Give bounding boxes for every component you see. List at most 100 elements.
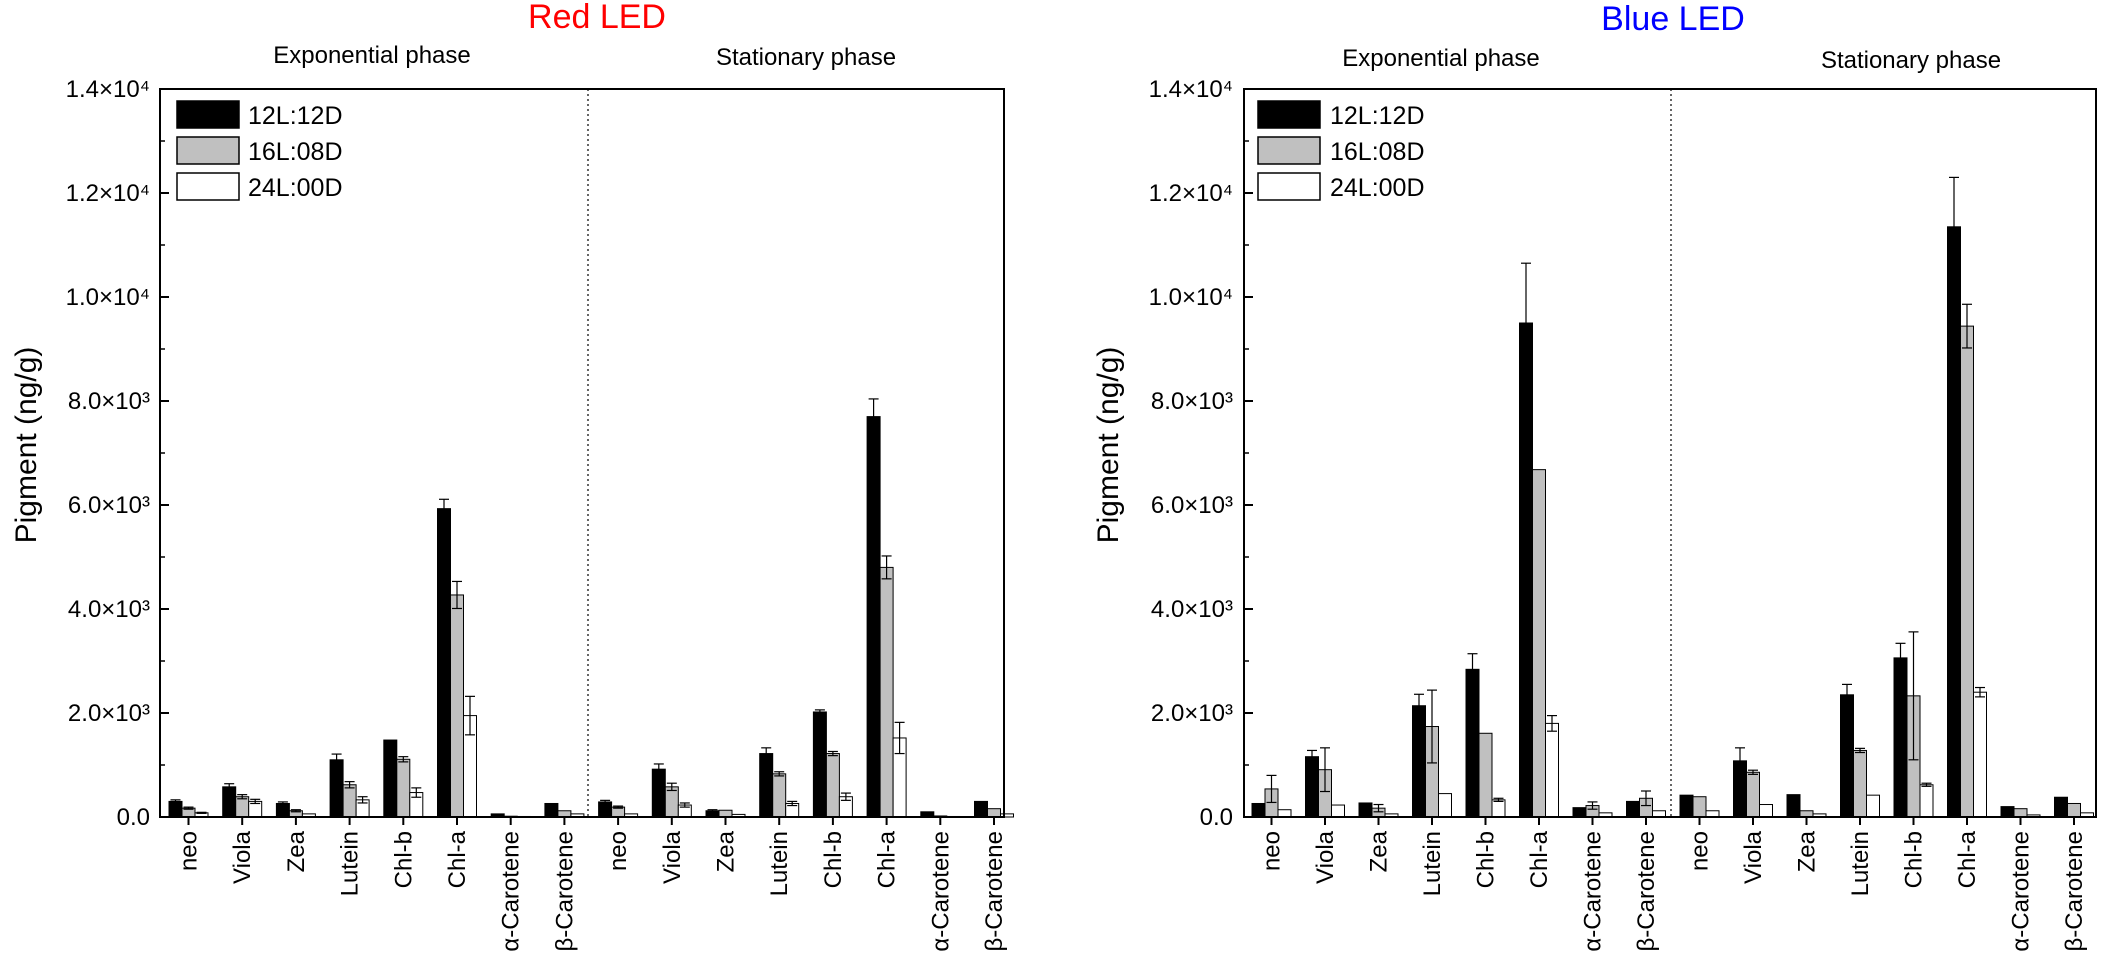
bar-24L:00D (1000, 813, 1014, 818)
bar-24L:00D (1545, 722, 1559, 818)
bar-24L:00D (1866, 794, 1880, 818)
x-tick-label: Chl-a (444, 830, 471, 888)
plot-frame (159, 88, 1005, 818)
bars-group (1251, 176, 2094, 818)
bar-24L:00D (1759, 804, 1773, 818)
bar-12L:12D (812, 711, 827, 818)
x-tick-label: neo (1259, 831, 1286, 871)
bar-16L:08D (1853, 749, 1867, 818)
y-tick-label: 1.0×10⁴ (1149, 284, 1233, 311)
bar-12L:12D (1572, 807, 1587, 818)
x-tick-label: Viola (1312, 830, 1339, 884)
bar-24L:00D (1491, 799, 1506, 818)
bar-16L:08D (825, 753, 840, 818)
bar-16L:08D (987, 808, 1001, 818)
bar-12L:12D (2000, 806, 2015, 818)
legend-swatch (176, 136, 240, 165)
legend: 12L:12D 16L:08D 24L:00D (1257, 100, 1425, 202)
x-tick-label: β-Carotene (981, 831, 1008, 952)
bar-12L:12D (974, 800, 988, 818)
x-tick-label: Zea (1366, 830, 1393, 872)
legend-label: 12L:12D (1330, 102, 1425, 130)
bar-12L:12D (1786, 794, 1801, 818)
bar-16L:08D (664, 786, 679, 818)
x-tick-label: Chl-b (1901, 831, 1928, 888)
bar-16L:08D (235, 796, 250, 818)
y-axis: 0.0 2.0×10³ 4.0×10³ 6.0×10³ 8.0×10³ 1.0×10⁴ 1.… (1149, 76, 1253, 831)
y-tick-label: 4.0×10³ (68, 596, 150, 623)
legend-swatch (1257, 100, 1321, 129)
x-tick-label: Chl-a (874, 830, 901, 888)
bar-12L:12D (759, 753, 774, 818)
x-tick-label: Viola (659, 830, 686, 884)
bar-12L:12D (329, 759, 344, 818)
y-tick-label: 6.0×10³ (1151, 492, 1233, 519)
bar-12L:12D (2054, 796, 2068, 818)
x-tick-label: β-Carotene (1633, 831, 1660, 952)
x-tick-label: Viola (1740, 830, 1767, 884)
bar-24L:00D (1919, 784, 1934, 818)
bar-16L:08D (1692, 796, 1707, 818)
y-axis-label: Pigment (ng/g) (10, 347, 43, 544)
bar-12L:12D (1251, 802, 1266, 818)
y-tick-label: 1.2×10⁴ (66, 180, 150, 207)
legend-label: 16L:08D (1330, 138, 1425, 166)
x-tick-label: Lutein (337, 831, 364, 896)
bar-16L:08D (1478, 732, 1493, 818)
x-tick-label: β-Carotene (551, 831, 578, 952)
y-axis: 0.0 2.0×10³ 4.0×10³ 6.0×10³ 8.0×10³ 1.0×10⁴ 1.… (66, 76, 169, 831)
x-tick-label: Lutein (1847, 831, 1874, 896)
legend: 12L:12D 16L:08D 24L:00D (176, 100, 343, 202)
legend-swatch (1257, 172, 1321, 201)
x-tick-label: Zea (713, 830, 740, 872)
x-axis: neo Viola Zea Lutein Chl-b Chl-a α-Carotene β-C… (176, 817, 1008, 952)
bar-12L:12D (1947, 226, 1961, 818)
bar-16L:08D (879, 566, 894, 818)
bar-24L:00D (1331, 804, 1345, 818)
bar-16L:08D (450, 594, 464, 818)
chart-title: Blue LED (1601, 0, 1745, 38)
bar-12L:12D (1465, 668, 1480, 818)
y-tick-label: 4.0×10³ (1151, 596, 1233, 623)
y-tick-label: 8.0×10³ (68, 388, 150, 415)
y-tick-label: 0.0 (1200, 804, 1233, 831)
phase-label-exponential: Exponential phase (1342, 45, 1539, 72)
bar-12L:12D (1626, 800, 1640, 818)
phase-label-stationary: Stationary phase (716, 44, 896, 71)
y-tick-label: 8.0×10³ (1151, 388, 1233, 415)
bar-16L:08D (396, 758, 411, 818)
x-tick-label: Zea (283, 830, 310, 872)
x-tick-label: neo (1687, 831, 1714, 871)
plot-frame (1243, 88, 2097, 818)
bar-16L:08D (2067, 802, 2081, 818)
bar-12L:12D (1358, 802, 1373, 818)
bar-16L:08D (342, 784, 357, 818)
phase-label-stationary: Stationary phase (1821, 47, 2001, 74)
y-tick-label: 1.4×10⁴ (1149, 76, 1233, 103)
bar-12L:12D (598, 801, 613, 818)
legend-label: 16L:08D (248, 138, 343, 166)
chart-panel-blue: Blue LED Exponential phase Stationary ph… (1092, 0, 2097, 952)
y-axis-label: Pigment (ng/g) (1092, 347, 1125, 544)
x-tick-label: Chl-a (1954, 830, 1981, 888)
y-tick-label: 1.4×10⁴ (66, 76, 150, 103)
x-tick-label: α-Carotene (927, 831, 954, 952)
legend-label: 24L:00D (1330, 174, 1425, 202)
y-tick-label: 6.0×10³ (68, 492, 150, 519)
x-tick-label: Lutein (766, 831, 793, 896)
bar-12L:12D (866, 416, 881, 818)
legend-swatch (176, 100, 240, 129)
chart-title: Red LED (528, 0, 666, 36)
bar-12L:12D (168, 800, 183, 818)
legend-label: 12L:12D (248, 102, 343, 130)
bar-24L:00D (1438, 793, 1452, 818)
bar-16L:08D (718, 809, 733, 818)
bar-16L:08D (1746, 771, 1760, 818)
x-tick-label: neo (605, 831, 632, 871)
chart-panel-red: Red LED Exponential phase Stationary pha… (10, 0, 1014, 952)
x-tick-label: Chl-a (1526, 830, 1553, 888)
bar-12L:12D (1679, 794, 1694, 818)
y-tick-label: 1.2×10⁴ (1149, 180, 1233, 207)
bar-24L:00D (1277, 809, 1292, 818)
